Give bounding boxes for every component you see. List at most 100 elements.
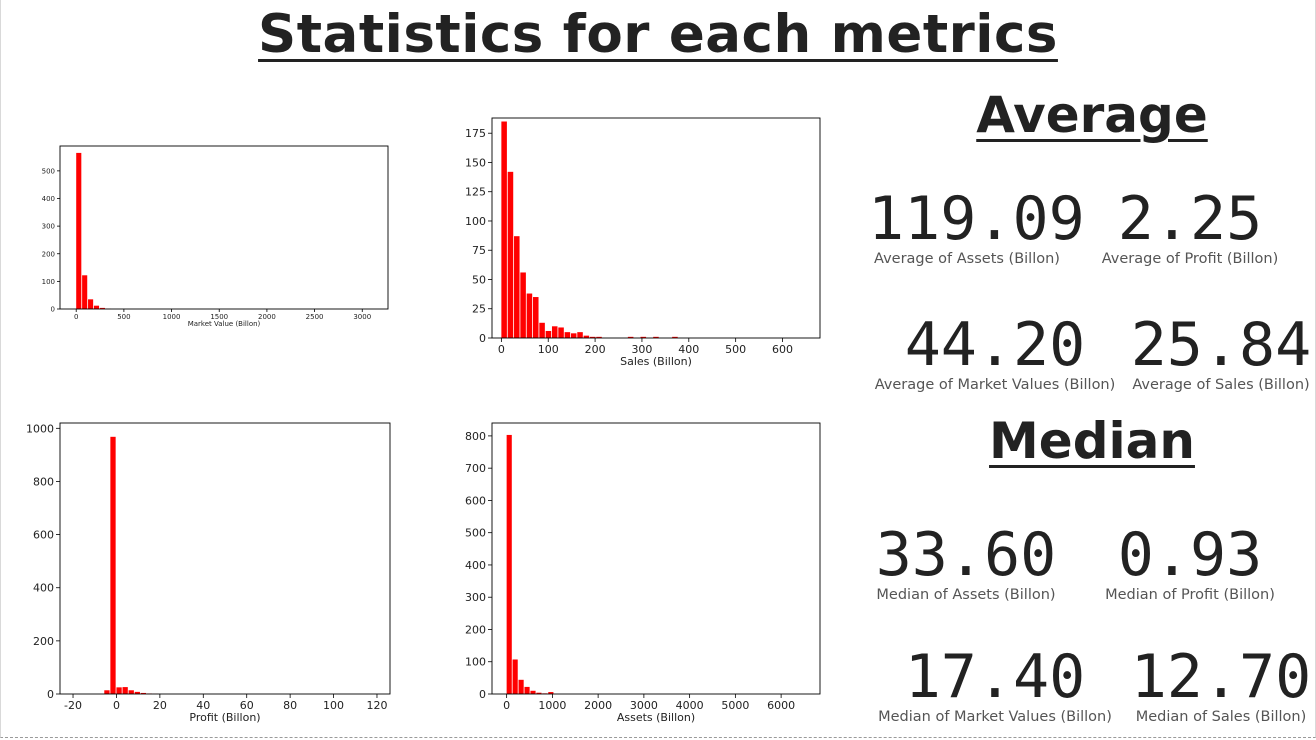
x-tick-label: 500 [725,343,746,356]
y-tick-label: 300 [42,223,55,231]
histogram-bar [99,307,105,309]
x-axis-label: Sales (Billon) [620,355,692,368]
histogram-bar [116,687,122,694]
x-tick-label: 0 [74,313,78,321]
histogram-bar [539,322,545,338]
y-tick-label: 400 [465,559,486,572]
histogram-bar [536,692,542,694]
stat-average-profit: 2.25 Average of Profit (Billon) [1092,188,1288,267]
histogram-bar [104,690,110,694]
histogram-bar [564,332,571,338]
average-heading: Average [976,86,1208,144]
y-tick-label: 400 [42,195,55,203]
x-tick-label: 100 [538,343,559,356]
y-tick-label: 0 [479,688,486,701]
histogram-bar [501,121,507,338]
histogram-bar [583,335,590,338]
y-tick-label: 175 [465,127,486,140]
stat-value: 0.93 [1117,520,1263,590]
stat-label: Average of Assets (Billon) [874,251,1060,267]
histogram-bar [558,327,564,338]
stat-median-assets: 33.60 Median of Assets (Billon) [868,524,1064,603]
y-tick-label: 125 [465,186,486,199]
median-heading: Median [989,412,1195,470]
x-tick-label: 300 [631,343,652,356]
histogram-bar [88,299,94,309]
y-tick-label: 200 [42,250,55,258]
x-tick-label: 500 [117,313,130,321]
sales-histogram: 0 100 200 300 400 500 600 0 25 50 75 100 125 150 175 Sa… [454,113,826,375]
x-tick-label: -20 [64,699,82,712]
x-tick-label: 600 [772,343,793,356]
stat-median-market-values: 17.40 Median of Market Values (Billon) [868,646,1122,725]
y-tick-label: 1000 [26,422,54,435]
x-tick-label: 100 [323,699,344,712]
x-tick-label: 1000 [163,313,181,321]
x-axis-label: Market Value (Billon) [188,320,261,328]
y-tick-label: 600 [33,529,54,542]
stat-value: 119.09 [868,184,1085,254]
histogram-bar [570,333,577,338]
stat-average-market-values: 44.20 Average of Market Values (Billon) [868,314,1122,393]
histogram-bar [93,305,100,309]
stat-label: Median of Market Values (Billon) [878,709,1112,725]
x-tick-label: 80 [283,699,297,712]
histogram-bar [140,692,147,694]
histogram-bar [128,690,134,694]
x-tick-label: 20 [153,699,167,712]
x-tick-label: 60 [240,699,254,712]
plot-frame [59,145,389,310]
x-axis-label: Profit (Billon) [189,711,260,724]
x-tick-label: 0 [503,699,510,712]
y-tick-label: 25 [472,303,486,316]
histogram-bar [82,275,88,309]
stat-value: 12.70 [1130,642,1312,712]
stat-label: Median of Profit (Billon) [1105,587,1275,603]
market-value-histogram: 0 500 1000 1500 2000 2500 3000 0 100 200 300 400 500… [24,141,394,333]
histogram-bar [507,171,514,338]
y-tick-label: 0 [47,688,54,701]
histogram-bar [512,659,518,694]
stat-label: Median of Sales (Billon) [1135,709,1307,725]
x-tick-label: 120 [366,699,387,712]
histogram-bar [589,336,596,338]
stat-label: Median of Assets (Billon) [876,587,1056,603]
histogram-bar [110,436,116,694]
y-tick-label: 150 [465,156,486,169]
histogram-bar [545,330,552,338]
y-tick-label: 200 [465,623,486,636]
x-tick-label: 400 [678,343,699,356]
page-title: Statistics for each metrics [258,4,1058,65]
stat-value: 44.20 [904,310,1086,380]
x-tick-label: 1000 [538,699,566,712]
histogram-bar [514,236,520,338]
y-tick-label: 800 [33,475,54,488]
histogram-bar [518,679,524,694]
histogram-bar [596,336,602,338]
y-tick-label: 100 [42,278,55,286]
x-tick-label: 2000 [258,313,276,321]
x-tick-label: 3000 [630,699,658,712]
y-tick-label: 0 [51,306,55,314]
x-tick-label: 2500 [306,313,324,321]
x-tick-label: 4000 [676,699,704,712]
x-tick-label: 5000 [721,699,749,712]
histogram-bar [520,272,526,338]
y-tick-label: 100 [465,656,486,669]
histogram-bar [506,434,512,694]
x-tick-label: 0 [113,699,120,712]
y-tick-label: 700 [465,462,486,475]
plot-frame [59,422,391,695]
y-tick-label: 100 [465,215,486,228]
y-tick-label: 500 [42,167,55,175]
histogram-bar [640,336,647,338]
histogram-bar [533,297,539,338]
y-tick-label: 300 [465,591,486,604]
y-tick-label: 600 [465,494,486,507]
histogram-bar [551,326,558,338]
stat-label: Average of Profit (Billon) [1101,251,1279,267]
plot-frame [491,117,821,339]
stat-value: 17.40 [904,642,1086,712]
histogram-bar [653,336,659,338]
stat-average-sales: 25.84 Average of Sales (Billon) [1128,314,1314,393]
